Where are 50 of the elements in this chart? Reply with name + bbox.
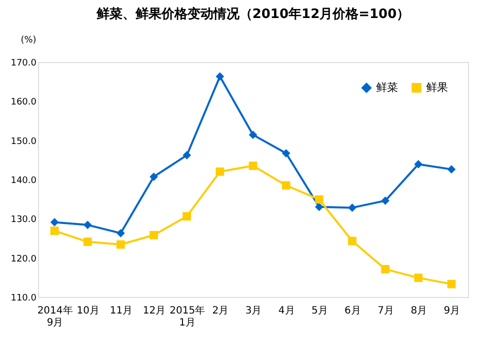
y-axis-title: (%) — [20, 36, 36, 46]
point — [116, 228, 125, 238]
point — [150, 172, 158, 181]
y-tick-label: 120.0 — [10, 254, 37, 264]
point — [314, 202, 324, 212]
point — [182, 212, 192, 220]
y-tick-label: 170.0 — [10, 58, 37, 68]
x-tick-label: 5月 — [311, 306, 328, 316]
point — [348, 204, 356, 212]
x-tick-label: 3月 — [245, 306, 262, 316]
x-tick-label: 2月 — [212, 306, 229, 316]
legend-label: 鲜菜 — [376, 80, 398, 94]
point — [414, 274, 423, 282]
point — [216, 167, 224, 176]
x-tick-label: 2015年 1月 — [170, 304, 206, 328]
point — [182, 151, 192, 160]
x-tick-label: 6月 — [344, 306, 361, 316]
x-tick-label: 4月 — [278, 306, 295, 316]
x-tick-label: 7月 — [378, 306, 394, 316]
x-tick-label: 8月 — [410, 306, 428, 316]
point — [248, 162, 258, 170]
y-tick-label: 110.0 — [10, 294, 37, 304]
point — [50, 226, 59, 235]
point — [282, 149, 290, 158]
x-tick-label: 12月 — [142, 306, 166, 316]
y-tick-label: 160.0 — [10, 98, 37, 108]
point — [282, 181, 290, 190]
point — [348, 236, 356, 246]
point — [50, 218, 59, 226]
legend-label: 鲜果 — [426, 80, 448, 94]
x-tick-label: 9月 — [444, 306, 460, 316]
point — [116, 240, 125, 249]
x-tick-label: 10月 — [76, 306, 100, 316]
point — [381, 265, 390, 274]
y-tick-label: 140.0 — [10, 176, 37, 186]
point — [414, 160, 423, 168]
y-tick-label: 150.0 — [10, 136, 37, 147]
chart-title: 鲜菜、鲜果价格变动情况（2010年12月价格=100） — [95, 6, 410, 22]
point — [381, 196, 390, 205]
y-tick-label: 130.0 — [10, 215, 37, 226]
point — [216, 72, 224, 81]
point — [447, 280, 456, 288]
point — [83, 238, 92, 246]
point — [314, 195, 324, 204]
point — [83, 220, 92, 230]
point — [447, 165, 456, 174]
x-tick-label: 2014年 9月 — [37, 304, 73, 328]
x-tick-label: 11月 — [110, 306, 133, 316]
point — [150, 230, 158, 240]
point — [248, 130, 258, 140]
